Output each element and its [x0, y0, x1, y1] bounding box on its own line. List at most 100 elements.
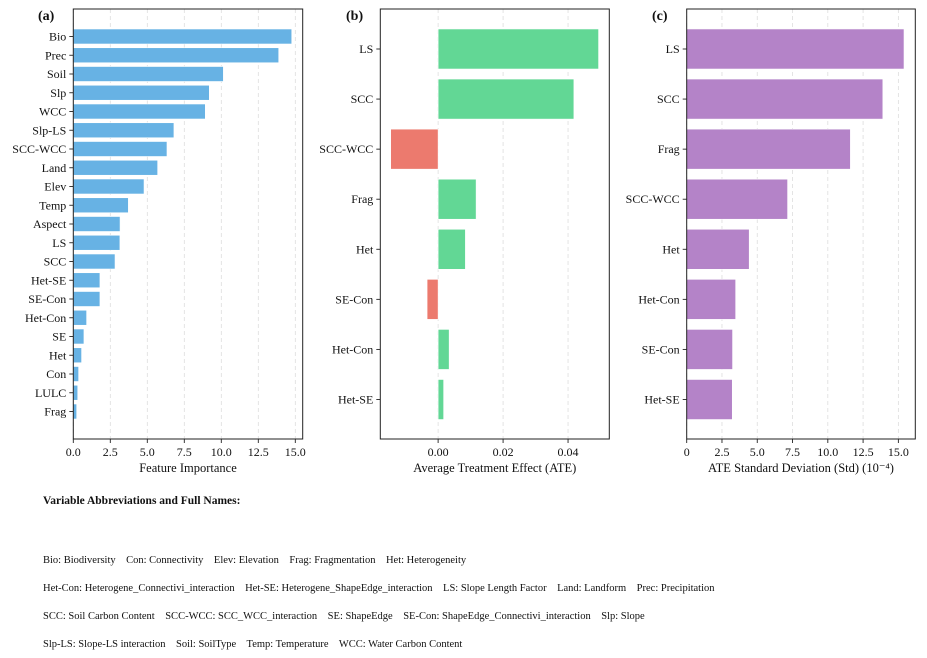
- y-tick-label: Elev: [44, 180, 66, 194]
- x-axis-label: Average Treatment Effect (ATE): [413, 461, 576, 475]
- y-tick-label: SCC: [44, 255, 67, 269]
- y-tick-label: Het-SE: [338, 393, 373, 407]
- y-tick-label: LS: [666, 42, 680, 56]
- y-tick-label: Soil: [47, 67, 67, 81]
- legend-line: SCC: Soil Carbon Content SCC-WCC: SCC_WC…: [43, 611, 645, 622]
- bar-het-se: [686, 379, 733, 420]
- y-tick-label: SCC: [351, 92, 374, 106]
- y-tick-label: LULC: [35, 386, 66, 400]
- x-tick-label: 5.0: [140, 445, 155, 459]
- x-tick-label: 10.0: [817, 445, 838, 459]
- bar-prec: [73, 47, 280, 64]
- bar-scc-wcc: [686, 178, 788, 220]
- y-tick-label: Aspect: [33, 217, 67, 231]
- bar-scc-wcc: [390, 128, 439, 170]
- bar-soil: [73, 66, 224, 82]
- y-tick-label: Het-SE: [644, 393, 679, 407]
- y-tick-label: Het-Con: [332, 342, 373, 356]
- y-tick-label: Het-Con: [638, 292, 679, 306]
- chart-panel-a: Bio Prec Soil Slp WCC Slp-LS SCC-WCC Land Elev Te…: [12, 8, 306, 475]
- y-tick-label: LS: [52, 236, 66, 250]
- x-tick-label: 15.0: [285, 445, 306, 459]
- legend-line: Bio: Biodiversity Con: Connectivity Elev…: [43, 555, 467, 566]
- figure: Bio Prec Soil Slp WCC Slp-LS SCC-WCC Land Elev Te…: [12, 8, 916, 475]
- bar-ls: [686, 28, 905, 70]
- bar-land: [73, 159, 158, 176]
- chart-panel-c: LS SCC Frag SCC-WCC Het Het-Con SE-Con Het-SE 0 2…: [626, 8, 916, 475]
- x-tick-label: 10.0: [211, 445, 232, 459]
- x-tick-label: 12.5: [248, 445, 269, 459]
- bar-con: [73, 366, 79, 382]
- bar-het-se: [73, 272, 101, 289]
- y-tick-label: SCC: [657, 92, 680, 106]
- y-tick-label: Het: [49, 348, 67, 362]
- y-tick-label: SE: [52, 330, 66, 344]
- x-tick-label: 15.0: [888, 445, 909, 459]
- x-tick-label: 0.04: [558, 445, 579, 459]
- x-tick-label: 2.5: [103, 445, 118, 459]
- bar-het-con: [73, 309, 87, 326]
- bar-ls: [73, 234, 121, 251]
- y-tick-label: SE-Con: [335, 292, 373, 306]
- y-tick-label: Prec: [45, 48, 66, 62]
- x-tick-label: 0.0: [66, 445, 81, 459]
- bar-frag: [73, 403, 78, 420]
- panel-label: (b): [346, 9, 363, 24]
- y-tick-label: SCC-WCC: [12, 142, 66, 156]
- y-tick-label: SCC-WCC: [319, 142, 373, 156]
- y-tick-label: Het-Con: [25, 311, 66, 325]
- y-tick-label: Slp: [50, 86, 66, 100]
- bar-ls: [437, 28, 599, 70]
- chart-panel-b: LS SCC SCC-WCC Frag Het SE-Con Het-Con Het-SE 0.…: [319, 8, 610, 475]
- y-tick-label: Het: [662, 242, 680, 256]
- y-tick-label: SE-Con: [28, 292, 66, 306]
- bar-elev: [73, 178, 145, 195]
- axes-frame: [72, 8, 304, 440]
- bar-het-con: [686, 279, 736, 320]
- bar-bio: [73, 28, 293, 45]
- y-tick-label: LS: [359, 42, 373, 56]
- x-axis-label: ATE Standard Deviation (Std) (10⁻⁴): [708, 461, 894, 475]
- bar-slp-ls: [73, 122, 175, 139]
- bar-se-con: [686, 329, 733, 370]
- bar-het-con: [437, 329, 450, 370]
- bar-scc: [73, 253, 116, 270]
- y-tick-label: SE-Con: [642, 342, 680, 356]
- bar-frag: [437, 178, 477, 220]
- bar-se-con: [426, 279, 439, 320]
- bar-het: [437, 228, 466, 270]
- y-tick-label: Het: [356, 242, 374, 256]
- y-tick-label: Land: [42, 161, 67, 175]
- y-tick-label: Het-SE: [31, 273, 66, 287]
- y-tick-label: WCC: [39, 105, 66, 119]
- bar-scc: [686, 78, 884, 120]
- bar-het: [73, 347, 82, 364]
- legend-line: Het-Con: Heterogene_Connectivi_interacti…: [43, 583, 715, 594]
- bar-het-se: [437, 379, 444, 420]
- legend-line: Slp-LS: Slope-LS interaction Soil: SoilT…: [43, 639, 463, 650]
- bar-het: [686, 228, 750, 270]
- axes-frame: [686, 8, 916, 440]
- y-tick-label: Bio: [49, 30, 66, 44]
- bar-wcc: [73, 103, 206, 120]
- y-tick-label: Frag: [351, 192, 373, 206]
- bar-scc: [437, 78, 575, 120]
- axes-frame: [379, 8, 610, 440]
- y-tick-label: Frag: [44, 405, 66, 419]
- panel-label: (a): [38, 9, 55, 24]
- x-axis-label: Feature Importance: [139, 461, 237, 475]
- bar-se: [73, 328, 85, 345]
- x-tick-label: 5.0: [750, 445, 765, 459]
- x-tick-label: 12.5: [853, 445, 874, 459]
- y-tick-label: Con: [46, 367, 66, 381]
- y-tick-label: Slp-LS: [32, 123, 66, 137]
- x-tick-label: 7.5: [785, 445, 800, 459]
- y-tick-label: Frag: [658, 142, 680, 156]
- bar-aspect: [73, 216, 121, 232]
- bar-se-con: [73, 291, 101, 307]
- panel-label: (c): [652, 9, 668, 24]
- bar-lulc: [73, 384, 79, 401]
- x-tick-label: 0.02: [493, 445, 514, 459]
- x-tick-label: 0.00: [428, 445, 449, 459]
- x-tick-label: 7.5: [177, 445, 192, 459]
